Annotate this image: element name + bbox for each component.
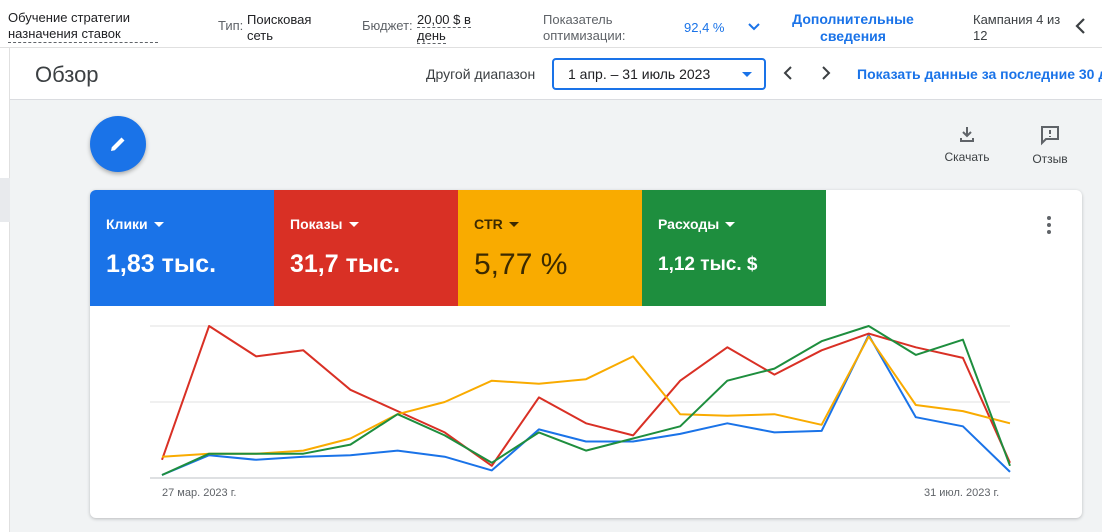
more-vert-icon[interactable] — [1045, 216, 1053, 236]
chevron-right-icon[interactable] — [816, 63, 836, 83]
metric-label-clicks[interactable]: Клики — [106, 216, 164, 232]
dropdown-arrow-icon — [508, 222, 519, 227]
metric-tile-clicks[interactable]: Клики 1,83 тыс. — [90, 190, 274, 306]
feedback-button[interactable]: Отзыв — [1022, 124, 1078, 166]
metric-label-ctr[interactable]: CTR — [474, 216, 519, 232]
metric-label-text: Клики — [106, 216, 148, 232]
metric-label-cost[interactable]: Расходы — [658, 216, 736, 232]
last-30-days-link[interactable]: Показать данные за последние 30 дней — [857, 66, 1102, 82]
metric-label-text: Показы — [290, 216, 343, 232]
download-button[interactable]: Скачать — [937, 124, 997, 164]
optimization-score-value[interactable]: 92,4 % — [684, 20, 725, 35]
budget-value-wrap[interactable]: 20,00 $ в день — [417, 12, 489, 44]
sidebar-selected-item[interactable] — [0, 178, 10, 222]
optimization-score-label: Показатель оптимизации: — [543, 12, 626, 43]
campaign-info-bar: Обучение стратегии назначения ставок Тип… — [0, 0, 1102, 48]
budget-value[interactable]: 20,00 $ в день — [417, 12, 471, 44]
performance-line-chart — [150, 325, 1011, 479]
metric-value-impressions: 31,7 тыс. — [290, 250, 401, 278]
chevron-left-icon[interactable] — [1072, 17, 1090, 35]
chart-series-line-1[interactable] — [161, 325, 1011, 467]
x-axis-start-label: 27 мар. 2023 г. — [162, 487, 237, 499]
performance-card: Клики 1,83 тыс. Показы 31,7 тыс. CTR 5,7… — [90, 190, 1082, 518]
pencil-icon — [111, 137, 125, 151]
more-details-link[interactable]: Дополнительные сведения — [792, 11, 914, 44]
metric-label-text: Расходы — [658, 216, 720, 232]
bid-strategy-status[interactable]: Обучение стратегии назначения ставок — [8, 10, 158, 43]
sidebar — [0, 48, 10, 532]
x-axis-end-label: 31 июл. 2023 г. — [924, 487, 1000, 499]
campaign-type-value: Поисковая сеть — [247, 12, 312, 43]
bid-strategy-line2: назначения ставок — [8, 26, 121, 41]
dropdown-arrow-icon — [153, 222, 164, 227]
download-icon — [960, 127, 974, 142]
date-range-value: 1 апр. – 31 июль 2023 — [568, 66, 711, 82]
chart-series-line-0[interactable] — [161, 334, 1011, 476]
download-label: Скачать — [944, 150, 990, 164]
budget-label: Бюджет: — [362, 18, 413, 33]
chevron-down-icon[interactable] — [746, 18, 762, 34]
feedback-icon — [1041, 126, 1059, 146]
metric-label-text: CTR — [474, 216, 503, 232]
chevron-left-icon[interactable] — [778, 63, 798, 83]
date-range-label: Другой диапазон — [426, 66, 536, 82]
metric-value-clicks: 1,83 тыс. — [106, 250, 217, 278]
campaign-counter: Кампания 4 из 12 — [973, 12, 1061, 43]
metric-label-impressions[interactable]: Показы — [290, 216, 359, 232]
chart-series-line-3[interactable] — [161, 325, 1011, 476]
overview-header: Обзор Другой диапазон 1 апр. – 31 июль 2… — [10, 48, 1102, 100]
metric-tile-impressions[interactable]: Показы 31,7 тыс. — [274, 190, 458, 306]
dropdown-arrow-icon — [742, 72, 752, 77]
date-range-select[interactable]: 1 апр. – 31 июль 2023 — [552, 58, 766, 90]
feedback-label: Отзыв — [1032, 152, 1068, 166]
edit-button[interactable] — [90, 116, 146, 172]
metric-value-ctr: 5,77 % — [474, 248, 568, 281]
chart-series-line-2[interactable] — [161, 335, 1011, 458]
dropdown-arrow-icon — [348, 222, 359, 227]
campaign-type-label: Тип: — [218, 18, 244, 33]
metric-value-cost: 1,12 тыс. $ — [658, 254, 758, 275]
bid-strategy-line1: Обучение стратегии — [8, 10, 130, 25]
metric-tile-ctr[interactable]: CTR 5,77 % — [458, 190, 642, 306]
metric-tile-cost[interactable]: Расходы 1,12 тыс. $ — [642, 190, 826, 306]
page-title: Обзор — [35, 62, 99, 87]
dropdown-arrow-icon — [725, 222, 736, 227]
